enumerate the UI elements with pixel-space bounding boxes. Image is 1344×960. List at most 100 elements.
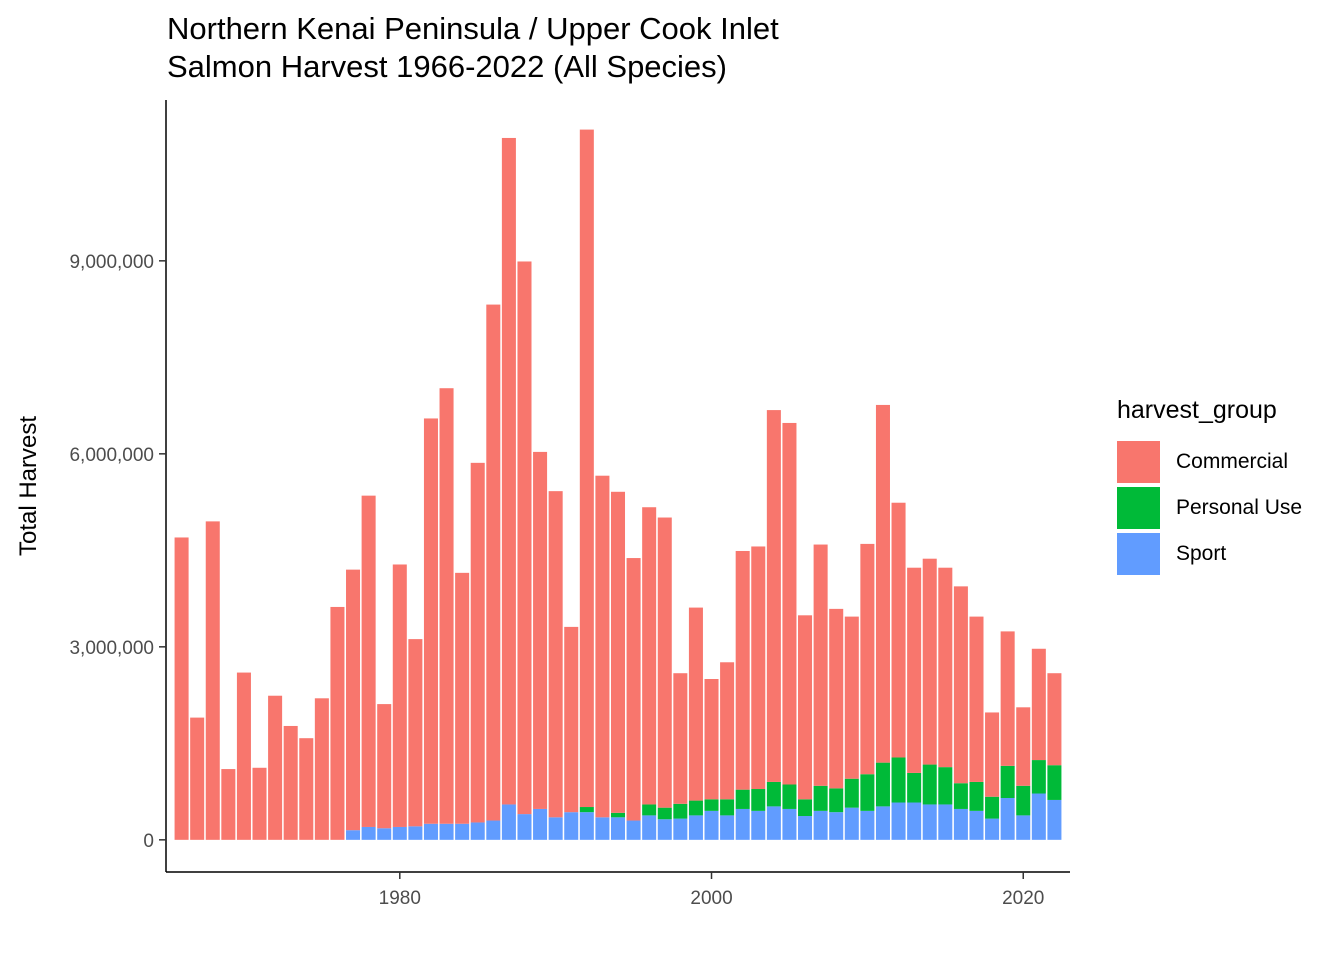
bar-commercial-1986 xyxy=(486,304,501,821)
bar-sport-2013 xyxy=(907,802,922,840)
bar-personal-use-2006 xyxy=(798,799,813,817)
bar-personal-use-2011 xyxy=(875,762,890,807)
bar-commercial-1980 xyxy=(392,564,407,827)
bar-sport-2004 xyxy=(766,806,781,840)
bar-commercial-2016 xyxy=(953,586,968,784)
legend-title: harvest_group xyxy=(1117,396,1277,424)
bar-personal-use-2022 xyxy=(1047,765,1062,800)
bar-sport-2012 xyxy=(891,802,906,840)
bar-personal-use-2002 xyxy=(735,789,750,809)
bar-commercial-1984 xyxy=(455,572,470,824)
bar-personal-use-2015 xyxy=(938,767,953,805)
bar-sport-2020 xyxy=(1016,815,1031,840)
bar-commercial-1998 xyxy=(673,673,688,804)
bar-sport-2015 xyxy=(938,804,953,840)
bar-commercial-2004 xyxy=(766,410,781,782)
bar-sport-1978 xyxy=(361,826,376,840)
bar-commercial-1987 xyxy=(501,137,516,805)
bar-commercial-1991 xyxy=(564,626,579,813)
x-tick-label-2000: 2000 xyxy=(690,888,732,909)
bar-personal-use-2013 xyxy=(907,772,922,803)
bar-commercial-1995 xyxy=(626,558,641,821)
bar-personal-use-2021 xyxy=(1031,760,1046,794)
bar-personal-use-2017 xyxy=(969,781,984,811)
legend-label-personal-use: Personal Use xyxy=(1176,496,1303,519)
bar-commercial-1970 xyxy=(236,672,251,840)
bar-commercial-2022 xyxy=(1047,673,1062,766)
bar-personal-use-2019 xyxy=(1000,765,1015,799)
bar-commercial-2002 xyxy=(735,550,750,790)
bar-personal-use-1996 xyxy=(642,804,657,816)
bar-sport-2001 xyxy=(720,815,735,840)
bar-sport-2003 xyxy=(751,810,766,840)
bar-sport-1989 xyxy=(533,808,548,840)
legend-label-commercial: Commercial xyxy=(1176,450,1289,473)
bar-personal-use-2018 xyxy=(985,796,1000,819)
legend-item-sport: Sport xyxy=(1117,531,1302,577)
bar-personal-use-2009 xyxy=(844,778,859,808)
y-axis-ticks: 0 3,000,000 6,000,000 9,000,000 xyxy=(69,252,166,852)
bar-commercial-2003 xyxy=(751,546,766,790)
bar-sport-2022 xyxy=(1047,799,1062,840)
bar-commercial-2021 xyxy=(1031,648,1046,761)
bar-personal-use-1999 xyxy=(688,800,703,816)
bar-sport-2018 xyxy=(985,818,1000,840)
bar-sport-1995 xyxy=(626,820,641,840)
bar-commercial-1966 xyxy=(174,537,189,840)
bar-sport-1991 xyxy=(564,812,579,840)
bar-commercial-2009 xyxy=(844,616,859,779)
x-tick-label-1980: 1980 xyxy=(379,888,421,909)
bar-personal-use-2004 xyxy=(766,781,781,807)
bar-commercial-2013 xyxy=(907,567,922,773)
bar-commercial-2011 xyxy=(875,404,890,763)
bar-sport-2010 xyxy=(860,810,875,840)
bar-sport-2017 xyxy=(969,810,984,840)
bar-commercial-1985 xyxy=(470,462,485,823)
bar-personal-use-2001 xyxy=(720,799,735,816)
bar-sport-2014 xyxy=(922,804,937,840)
bar-commercial-1967 xyxy=(190,717,205,840)
bar-personal-use-2014 xyxy=(922,764,937,805)
legend-label-sport: Sport xyxy=(1176,542,1227,565)
bar-personal-use-1994 xyxy=(610,812,626,818)
bar-sport-2007 xyxy=(813,810,828,840)
bar-commercial-1968 xyxy=(205,521,220,840)
y-tick-label-9000000: 9,000,000 xyxy=(69,252,154,273)
bar-commercial-1981 xyxy=(408,639,423,827)
bar-sport-2011 xyxy=(875,806,890,840)
bar-commercial-2014 xyxy=(922,558,937,765)
chart-title: Northern Kenai Peninsula / Upper Cook In… xyxy=(167,10,779,86)
bar-commercial-2018 xyxy=(985,712,1000,797)
legend-item-personal-use: Personal Use xyxy=(1117,485,1302,531)
bar-commercial-2000 xyxy=(704,679,719,800)
bar-commercial-1974 xyxy=(299,738,314,840)
bar-sport-1990 xyxy=(548,817,563,840)
bar-commercial-1971 xyxy=(252,767,267,840)
bar-personal-use-2005 xyxy=(782,784,797,809)
chart-title-line-1: Northern Kenai Peninsula / Upper Cook In… xyxy=(167,11,779,46)
bar-commercial-1977 xyxy=(346,569,361,831)
bar-sport-1987 xyxy=(501,804,516,840)
bar-commercial-2019 xyxy=(1000,631,1015,766)
bar-commercial-1997 xyxy=(657,517,672,808)
bar-commercial-1972 xyxy=(268,695,283,840)
bar-personal-use-2008 xyxy=(829,788,844,813)
bar-commercial-2012 xyxy=(891,502,906,758)
bar-commercial-1990 xyxy=(548,491,563,818)
bar-sport-2006 xyxy=(798,816,813,840)
bar-personal-use-2000 xyxy=(704,799,719,811)
bar-sport-1992 xyxy=(579,812,594,840)
bar-sport-2009 xyxy=(844,807,859,840)
bar-sport-1986 xyxy=(486,820,501,840)
bar-personal-use-2016 xyxy=(953,783,968,809)
bar-commercial-2006 xyxy=(798,615,813,800)
x-axis-ticks: 1980 2000 2020 xyxy=(379,872,1044,909)
bar-commercial-1976 xyxy=(330,606,345,840)
bar-commercial-2005 xyxy=(782,422,797,785)
bar-commercial-2015 xyxy=(938,567,953,768)
bar-sport-1998 xyxy=(673,818,688,840)
bar-personal-use-1997 xyxy=(657,807,672,820)
bar-sport-2000 xyxy=(704,810,719,840)
bar-personal-use-2012 xyxy=(891,757,906,803)
